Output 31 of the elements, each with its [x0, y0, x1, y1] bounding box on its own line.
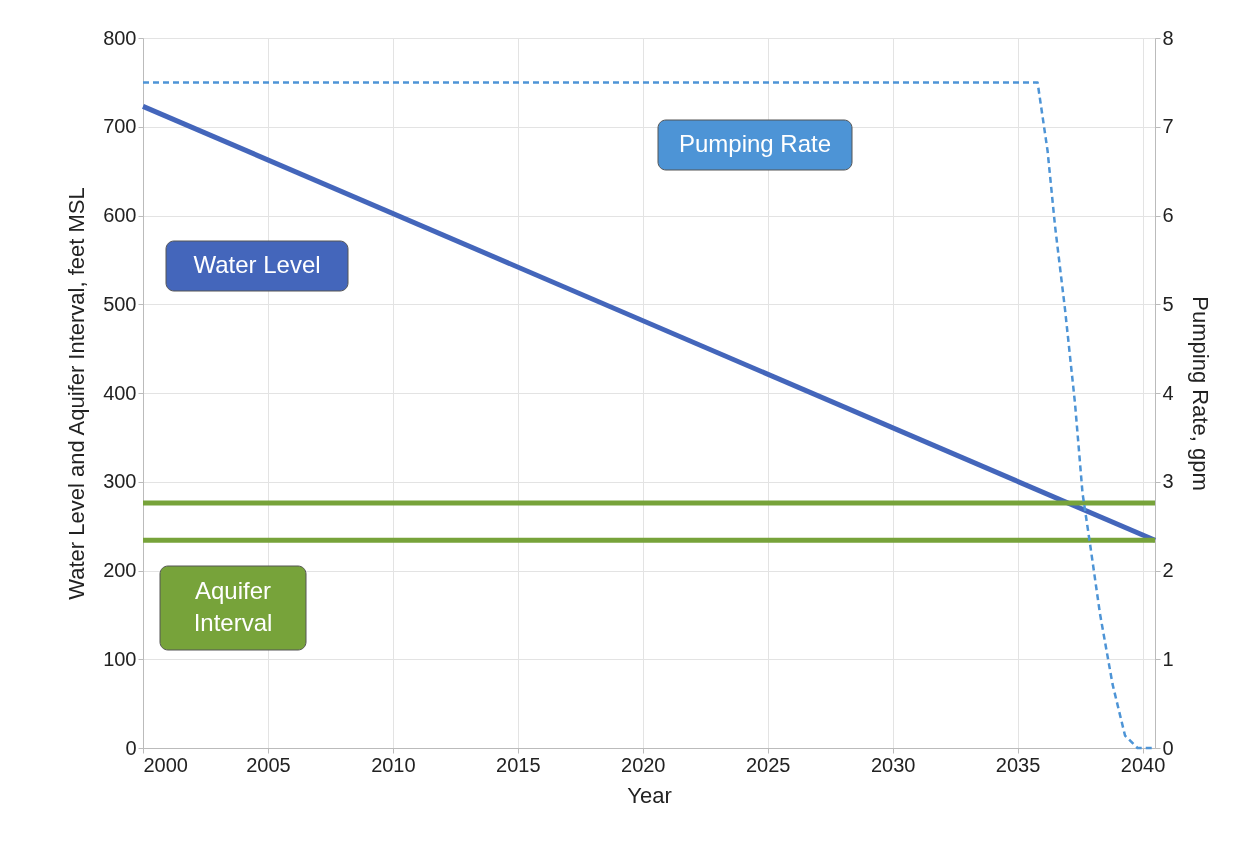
y-tick-label: 500	[103, 292, 137, 315]
y-tick-label: 300	[103, 470, 137, 493]
y-tick-label: 800	[103, 26, 137, 49]
x-tick-label: 2025	[745, 753, 791, 776]
y2-axis-title: Pumping Rate, gpm	[1187, 296, 1213, 491]
y2-tick-label: 4	[1162, 381, 1174, 404]
series-label: Pumping Rate	[678, 130, 832, 157]
y2-tick-label: 5	[1162, 292, 1174, 315]
y2-tick-label: 7	[1162, 115, 1174, 138]
y-tick-label: 400	[103, 381, 137, 404]
y-tick-label: 700	[103, 115, 137, 138]
y-tick-label: 200	[103, 559, 137, 581]
x-tick-label: 2020	[621, 753, 666, 776]
text: Water Level	[193, 251, 321, 278]
x-axis-title: Year	[627, 782, 672, 808]
y2-tick-label: 8	[1162, 26, 1174, 49]
y2-tick-label: 6	[1162, 204, 1174, 226]
y-tick-label: 600	[103, 204, 137, 226]
y-axis-title: Water Level and Aquifer Interval, feet MSL	[64, 187, 90, 600]
x-tick-label: 2035	[995, 753, 1041, 776]
y2-tick-label: 2	[1162, 559, 1174, 581]
y-tick-label: 0	[125, 736, 137, 759]
y-tick-label: 100	[103, 647, 137, 670]
text: Aquifer Interval	[193, 577, 273, 636]
x-tick-label: 2015	[496, 753, 541, 776]
x-tick-label: 2000	[143, 753, 188, 776]
x-tick-label: 2005	[246, 753, 291, 776]
x-tick-label: 2030	[870, 753, 916, 776]
y2-tick-label: 3	[1162, 470, 1174, 493]
x-tick-label: 2010	[371, 753, 416, 776]
y2-tick-label: 1	[1162, 647, 1174, 670]
